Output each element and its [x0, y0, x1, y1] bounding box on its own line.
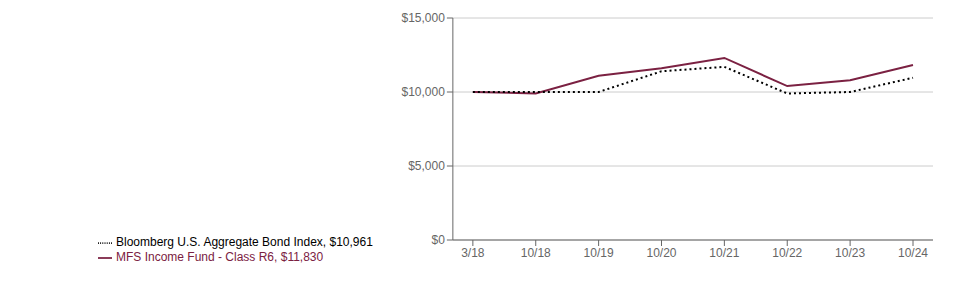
svg-text:$15,000: $15,000 — [401, 11, 445, 25]
svg-text:10/21: 10/21 — [709, 246, 739, 260]
svg-text:10/19: 10/19 — [584, 246, 614, 260]
svg-text:$5,000: $5,000 — [408, 159, 445, 173]
html-text:Bloomberg U.S. Aggregate Bond: Bloomberg U.S. Aggregate Bond Index, $10… — [116, 235, 373, 250]
svg-text:10/22: 10/22 — [772, 246, 802, 260]
svg-text:10/23: 10/23 — [835, 246, 865, 260]
svg-text:10/18: 10/18 — [521, 246, 551, 260]
svg-text:3/18: 3/18 — [461, 246, 485, 260]
svg-text:10/24: 10/24 — [898, 246, 928, 260]
html-text:MFS Income Fund - Class R6, $1: MFS Income Fund - Class R6, $11,830 — [116, 250, 324, 265]
svg-text:$0: $0 — [432, 233, 446, 247]
svg-text:$10,000: $10,000 — [401, 85, 445, 99]
svg-text:10/20: 10/20 — [646, 246, 676, 260]
